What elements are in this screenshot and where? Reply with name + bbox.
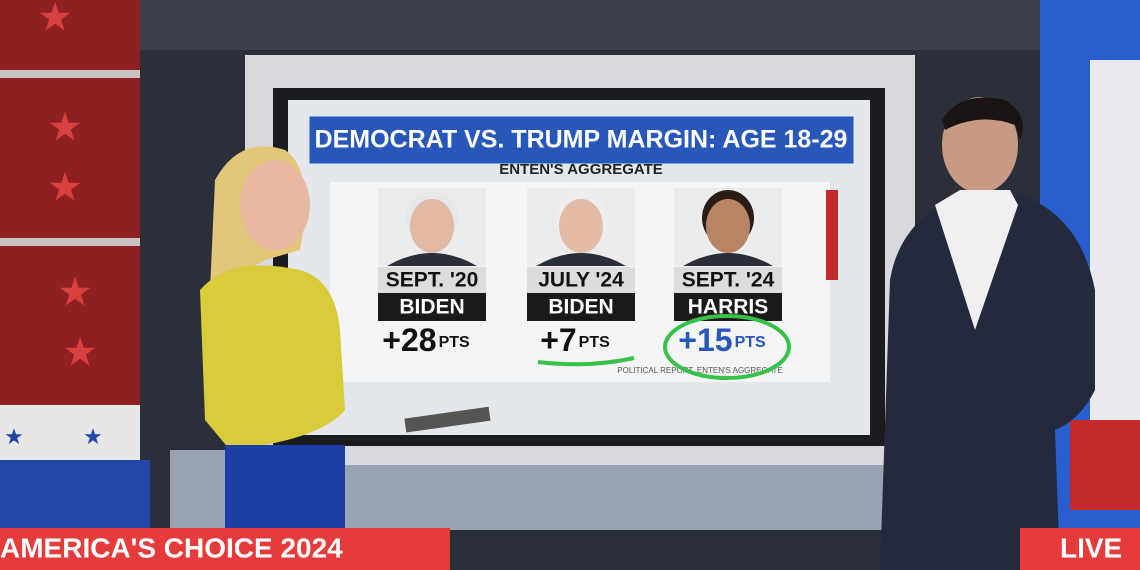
blue-skirt — [225, 445, 345, 528]
ceiling — [140, 0, 1040, 50]
date-label: SEPT. '20 — [386, 269, 479, 292]
banner-live: LIVE — [1060, 532, 1122, 563]
star: ★ — [62, 331, 98, 375]
name-box — [527, 293, 635, 321]
title-bar — [306, 113, 857, 167]
shirt — [935, 190, 1018, 330]
star-strip — [0, 405, 140, 460]
blue-strip — [0, 460, 150, 528]
suit — [880, 195, 1095, 570]
yellow-sweater — [200, 265, 345, 450]
screen-title: DEMOCRAT VS. TRUMP MARGIN: AGE 18-29 — [315, 126, 848, 154]
margin-value: +28 — [382, 322, 436, 358]
banner-left: AMERICA'S CHOICE 2024 — [0, 532, 343, 563]
name-box — [378, 293, 486, 321]
date-box — [674, 267, 782, 293]
green-circle — [663, 314, 791, 380]
photo-shoulders — [387, 253, 477, 266]
face — [240, 160, 310, 250]
date-box — [527, 267, 635, 293]
margin-text: +28 PTS — [382, 322, 470, 358]
panel-divider — [0, 238, 140, 246]
green-underline — [537, 356, 635, 367]
margin-text: +7 PTS — [540, 322, 610, 358]
star: ★ — [37, 0, 73, 40]
photo-face — [559, 199, 603, 253]
right-red — [1070, 420, 1140, 510]
candidate-label: HARRIS — [688, 296, 769, 319]
photo-shoulders — [683, 253, 773, 266]
star: ★ — [47, 166, 83, 210]
date-label: SEPT. '24 — [682, 269, 775, 292]
candidate-label: BIDEN — [548, 296, 613, 319]
star: ★ — [57, 271, 93, 315]
margin-text: +15 PTS — [678, 322, 766, 358]
photo-shoulders — [536, 253, 626, 266]
banner-left-bg — [0, 528, 450, 570]
photo-face — [410, 199, 454, 253]
panel-divider — [0, 70, 140, 78]
margin-value: +7 — [540, 322, 576, 358]
margin-unit: PTS — [579, 334, 610, 351]
source: POLITICAL REPORT, ENTEN'S AGGREGATE — [617, 366, 782, 375]
candidate-label: BIDEN — [399, 296, 464, 319]
hair — [942, 97, 1023, 140]
margin-unit: PTS — [735, 334, 766, 351]
tablet — [404, 406, 491, 433]
right-panel — [1090, 60, 1140, 420]
photo-face — [706, 199, 750, 253]
date-label: JULY '24 — [538, 269, 624, 292]
date-box — [378, 267, 486, 293]
star: ★ — [83, 424, 103, 449]
banner-right-bg — [1020, 528, 1140, 570]
star: ★ — [4, 424, 24, 449]
screen-accent — [826, 190, 838, 280]
margin-value: +15 — [678, 322, 732, 358]
star: ★ — [47, 106, 83, 150]
screen-subtitle: ENTEN'S AGGREGATE — [499, 161, 663, 178]
margin-unit: PTS — [439, 334, 470, 351]
